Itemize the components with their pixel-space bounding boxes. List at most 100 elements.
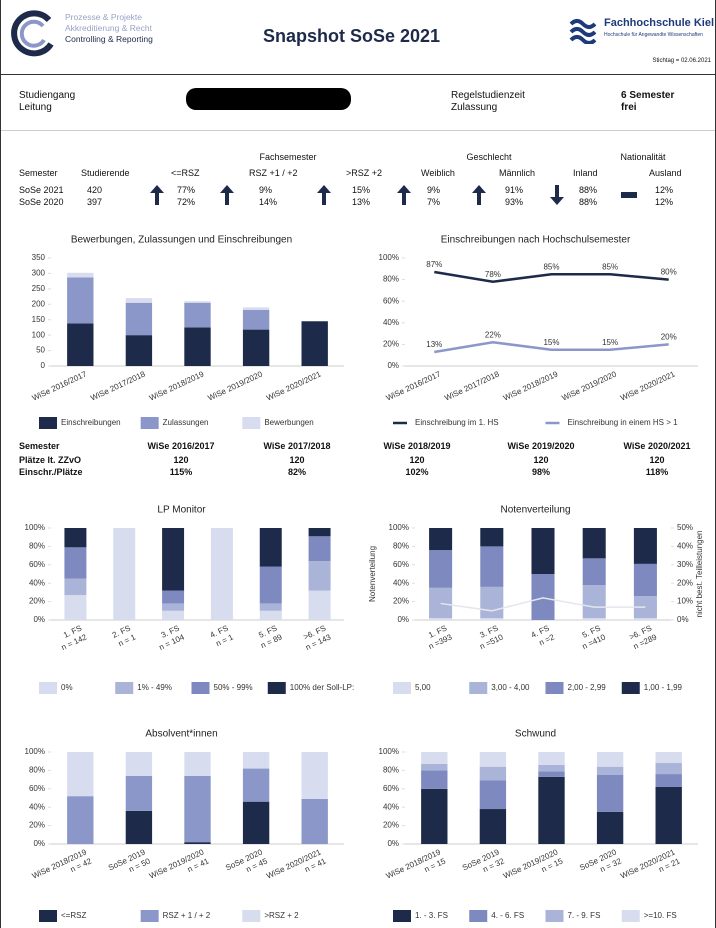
value-label: 87% <box>426 260 442 269</box>
date: Stichtag = 02.06.2021 <box>652 58 711 64</box>
line <box>434 340 669 354</box>
column-header: <=RSZ <box>171 168 200 178</box>
bar-segment <box>429 528 453 551</box>
redaction <box>186 88 351 110</box>
page-title: Snapshot SoSe 2021 <box>263 26 441 46</box>
school-logo <box>569 19 597 44</box>
column-header: WiSe 2019/2020 <box>507 441 575 451</box>
bar-segment <box>308 561 331 591</box>
column-header: Semester <box>19 168 58 178</box>
bar-segment <box>531 528 555 574</box>
x-tick-label: WiSe 2020/2021 <box>265 369 323 402</box>
bar-segment <box>242 768 270 802</box>
bar-segment <box>308 536 331 562</box>
y-tick-label: 20% <box>383 340 399 349</box>
x-tick-label: WiSe 2016/2017 <box>31 369 89 402</box>
legend-swatch <box>242 417 261 429</box>
chart-title: Bewerbungen, Zulassungen und Einschreibu… <box>71 235 292 246</box>
divider <box>1 74 715 75</box>
info-value: 6 Semester <box>621 90 675 101</box>
bar-segment <box>184 842 211 844</box>
bar-segment <box>242 329 270 366</box>
legend-swatch <box>242 910 261 922</box>
y-tick-label: 350 <box>32 253 46 262</box>
group-header: Fachsemester <box>259 152 317 162</box>
cell: 15% <box>352 185 371 195</box>
bar-segment <box>113 528 136 620</box>
bar-segment <box>64 578 87 596</box>
unit-line: Prozesse & Projekte <box>65 12 143 22</box>
chart: Einschreibungen nach Hochschulsemester 0%… <box>379 235 698 427</box>
x-tick-label: WiSe 2017/2018 <box>443 369 501 402</box>
chart-title: Einschreibungen nach Hochschulsemester <box>441 235 631 246</box>
x-tick-label: WiSe 2018/2019 <box>148 369 206 402</box>
value-label: 85% <box>543 262 559 271</box>
bar-segment <box>655 786 682 844</box>
bar-segment <box>655 774 682 787</box>
y-tick-label: 100% <box>25 523 45 532</box>
legend-label: Zulassungen <box>163 418 209 427</box>
column-header: Studierende <box>81 168 130 178</box>
bar-segment <box>301 798 328 844</box>
bar-segment <box>421 752 448 764</box>
line <box>434 270 669 284</box>
column-header: >RSZ +2 <box>346 168 383 178</box>
legend-label: 1% - 49% <box>137 683 172 692</box>
y-tick-label: 100% <box>379 253 399 262</box>
info-right: Regelstudienzeit Zulassung <box>451 90 525 114</box>
chart-title: Notenverteilung <box>500 505 570 516</box>
bar-segment <box>67 323 94 366</box>
y2-tick-label: 50% <box>677 523 693 532</box>
cell: 12% <box>655 197 674 207</box>
info-left: Studiengang Leitung <box>19 90 75 114</box>
legend-swatch <box>393 910 411 922</box>
y-tick-label: 300 <box>32 269 46 278</box>
school-sub: Hochschule für Angewandte Wissenschaften <box>604 32 703 38</box>
y-tick-label: 60% <box>383 296 399 305</box>
bar-segment <box>480 618 504 620</box>
y-tick-label: 0% <box>387 839 399 848</box>
y-tick-label: 0% <box>33 839 45 848</box>
info-label: Regelstudienzeit <box>451 90 525 101</box>
chart: Notenverteilung 0% 20% 40% 60% 80% 100% 0% 10% 20… <box>368 505 704 694</box>
bar-segment <box>184 301 211 303</box>
bar-segment <box>479 766 507 781</box>
x-tick-label: WiSe 2018/2019 <box>502 369 560 402</box>
cell: 72% <box>177 197 196 207</box>
cell: 120 <box>533 455 549 465</box>
legend-swatch <box>621 682 640 694</box>
cell: 120 <box>649 455 665 465</box>
line <box>440 597 646 612</box>
bar-segment <box>162 528 185 591</box>
bar-segment <box>125 298 153 303</box>
y-tick-label: 250 <box>32 284 46 293</box>
bar-segment <box>301 752 328 799</box>
cell: 120 <box>173 455 189 465</box>
trend-icon <box>472 185 486 205</box>
bar-segment <box>67 277 94 324</box>
unit-text: Prozesse & Projekte Akkreditierung & Rec… <box>65 12 153 45</box>
bar-segment <box>67 796 94 844</box>
column-header: WiSe 2016/2017 <box>147 441 215 451</box>
bar-segment <box>242 752 270 769</box>
bar-segment <box>479 780 507 810</box>
bar-segment <box>210 528 233 620</box>
y-tick-label: 80% <box>29 542 45 551</box>
value-label: 80% <box>661 268 677 277</box>
bar-segment <box>184 775 211 843</box>
y-tick-label: 100% <box>389 523 409 532</box>
y2-tick-label: 0% <box>677 615 689 624</box>
y-tick-label: 40% <box>383 318 399 327</box>
y-axis-label: Notenverteilung <box>368 546 377 602</box>
y-tick-label: 80% <box>383 766 399 775</box>
value-label: 78% <box>485 270 501 279</box>
y-tick-label: 20% <box>383 821 399 830</box>
legend-swatch <box>545 682 564 694</box>
x-tick-label: WiSe 2020/2021 <box>619 369 677 402</box>
y-tick-label: 80% <box>393 542 409 551</box>
legend-swatch <box>469 682 488 694</box>
legend-swatch <box>140 910 159 922</box>
cell: Einschr./Plätze <box>19 467 83 477</box>
legend-label: Einschreibungen <box>61 418 121 427</box>
